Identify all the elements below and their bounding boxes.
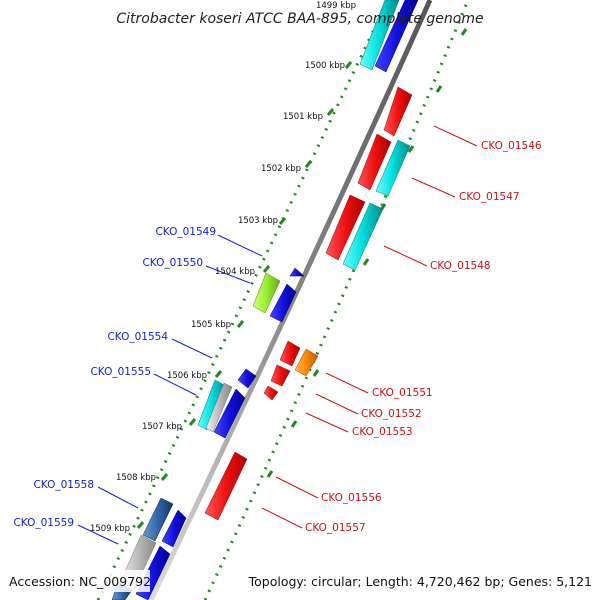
genome-backbone <box>148 0 433 600</box>
leader-line <box>315 393 359 415</box>
gene-top-cyan[interactable] <box>359 0 400 71</box>
gene-label-cko-01552[interactable]: CKO_01552 <box>361 408 422 420</box>
gene-cko-01547-red[interactable] <box>357 133 392 191</box>
tick-label: 1500 kbp <box>305 61 345 71</box>
gene-cko-01554[interactable] <box>237 368 257 389</box>
gene-label-cko-01546[interactable]: CKO_01546 <box>481 140 542 152</box>
tick-mark <box>326 108 335 116</box>
tick-label: 1507 kbp <box>142 422 182 432</box>
tick-label: 1506 kbp <box>167 371 207 381</box>
tick-label: 1503 kbp <box>238 216 278 226</box>
outer-tick-marks <box>266 28 468 478</box>
leader-line <box>77 524 119 545</box>
tick-mark <box>407 145 415 153</box>
gene-labels-left: CKO_01549 CKO_01550 CKO_01554 CKO_01555 … <box>13 226 216 529</box>
gene-labels-right: CKO_01546 CKO_01547 CKO_01548 CKO_01551 … <box>305 140 542 534</box>
leader-line <box>411 177 456 198</box>
gene-label-cko-01556[interactable]: CKO_01556 <box>321 492 382 504</box>
footer-accession-bg <box>4 570 150 592</box>
leader-line <box>205 265 251 284</box>
leader-line <box>325 372 369 394</box>
tick-label: 1504 kbp <box>215 267 255 277</box>
genome-title: Citrobacter koseri ATCC BAA-895, complet… <box>116 11 483 27</box>
gene-label-cko-01551[interactable]: CKO_01551 <box>372 387 433 399</box>
gene-cko-01553[interactable] <box>263 385 279 401</box>
right-leader-lines <box>261 125 478 529</box>
tick-mark <box>236 320 245 328</box>
tick-label: 1508 kbp <box>116 473 156 483</box>
gene-cko-01549[interactable] <box>289 267 305 277</box>
gene-cko-01550-blue[interactable] <box>269 283 297 323</box>
gene-cko-01547-cyan[interactable] <box>375 139 411 197</box>
leader-line <box>153 373 197 396</box>
tick-mark <box>460 28 468 36</box>
tick-label: 1501 kbp <box>283 112 323 122</box>
tick-label: 1509 kbp <box>90 524 130 534</box>
gene-cko-01556[interactable] <box>204 451 248 521</box>
footer-topology-bg <box>258 570 596 592</box>
inner-tick-track <box>96 0 390 600</box>
tick-mark <box>136 521 145 529</box>
kbp-tick-marks <box>136 61 353 529</box>
tick-mark <box>262 265 271 273</box>
gene-label-cko-01559[interactable]: CKO_01559 <box>13 517 74 529</box>
tick-mark <box>344 61 353 69</box>
gene-label-cko-01548[interactable]: CKO_01548 <box>430 260 491 272</box>
gene-cko-01555-gray[interactable] <box>205 382 233 433</box>
gene-label-cko-01553[interactable]: CKO_01553 <box>352 426 413 438</box>
gene-cko-01555-blue[interactable] <box>213 388 246 439</box>
gene-label-cko-01549[interactable]: CKO_01549 <box>155 226 216 238</box>
tick-mark <box>214 370 223 378</box>
gene-cko-01548-red[interactable] <box>325 194 366 261</box>
gene-cko-01551-red[interactable] <box>279 340 301 367</box>
leader-line <box>97 486 139 509</box>
gene-cko-01558-blue[interactable] <box>161 509 187 548</box>
leader-line <box>275 476 319 499</box>
gene-cko-01551-orange[interactable] <box>294 348 319 377</box>
gene-top-blue[interactable] <box>374 0 419 73</box>
gene-label-cko-01557[interactable]: CKO_01557 <box>305 522 366 534</box>
left-leader-lines <box>77 234 263 545</box>
gene-label-cko-01554[interactable]: CKO_01554 <box>107 331 168 343</box>
tick-label-partial: 1499 kbp <box>316 1 356 11</box>
tick-mark <box>304 160 313 168</box>
tick-label: 1505 kbp <box>191 320 231 330</box>
leader-line <box>171 338 213 359</box>
tick-mark <box>312 369 320 377</box>
footer-topology: Topology: circular; Length: 4,720,462 bp… <box>248 574 592 589</box>
tick-mark <box>278 217 287 225</box>
gene-label-cko-01547[interactable]: CKO_01547 <box>459 191 520 203</box>
gene-label-cko-01555[interactable]: CKO_01555 <box>90 366 151 378</box>
footer-accession: Accession: NC_009792 <box>9 574 151 589</box>
tick-label: 1502 kbp <box>261 164 301 174</box>
tick-mark <box>362 258 370 266</box>
gene-label-cko-01558[interactable]: CKO_01558 <box>33 479 94 491</box>
gene-cko-01546[interactable] <box>383 86 413 137</box>
tick-mark <box>290 420 298 428</box>
gene-label-cko-01550[interactable]: CKO_01550 <box>142 257 203 269</box>
gene-cko-01552[interactable] <box>270 364 291 387</box>
gene-cko-01550-green[interactable] <box>252 272 281 314</box>
gene-cko-01548-cyan[interactable] <box>342 202 384 271</box>
leader-line <box>261 507 303 529</box>
leader-line <box>305 412 349 433</box>
tick-mark <box>266 470 274 478</box>
leader-line <box>433 125 478 147</box>
gene-cko-01558-steel[interactable] <box>142 497 174 542</box>
leader-line <box>383 245 428 267</box>
kbp-tick-labels: 1500 kbp 1501 kbp 1502 kbp 1503 kbp 1504… <box>90 61 345 534</box>
gene-cko-01555-cyan[interactable] <box>197 379 227 431</box>
leader-line <box>217 234 263 257</box>
tick-mark <box>435 85 443 93</box>
tick-mark <box>188 418 197 426</box>
tick-mark <box>160 473 169 481</box>
